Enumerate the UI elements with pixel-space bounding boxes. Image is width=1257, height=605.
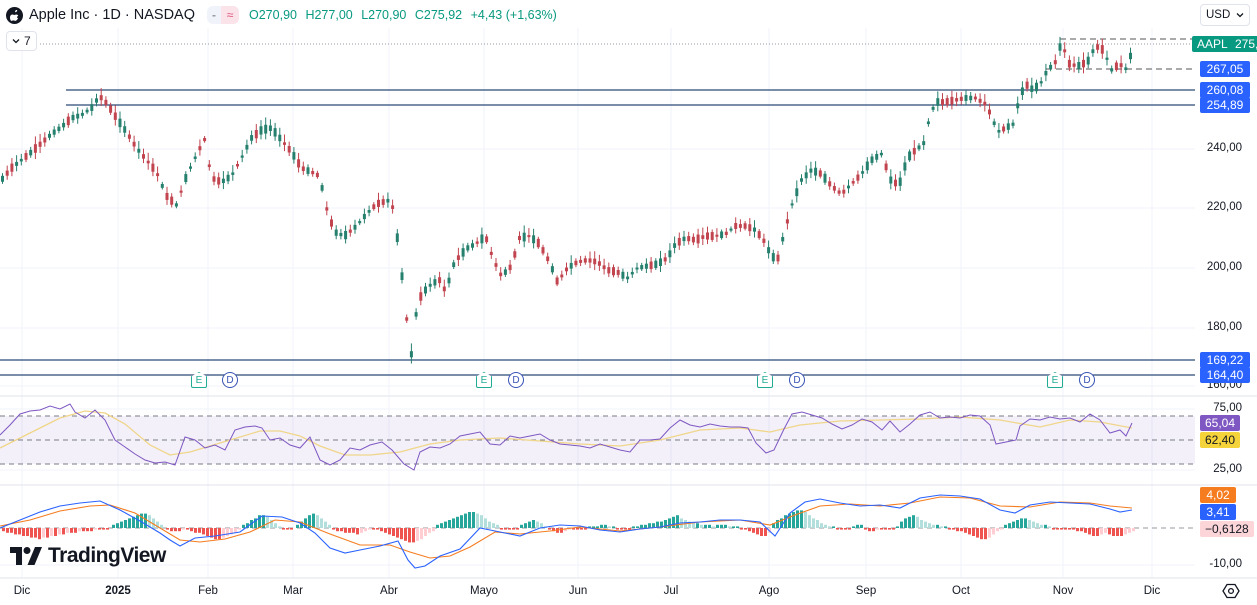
macd-tick-label: -10,00 xyxy=(1209,558,1242,570)
rsi-pane xyxy=(0,403,1195,471)
symbol-tag: AAPL xyxy=(1192,36,1233,52)
dividend-event-icon[interactable]: D xyxy=(508,372,524,388)
open-value: O270,90 xyxy=(249,8,297,22)
rsi-value-tag: 65,04 xyxy=(1200,415,1241,431)
time-tick-label: Dic xyxy=(13,585,31,597)
compare-indicator-button[interactable]: ≈ xyxy=(221,6,239,24)
time-tick-label: Dic xyxy=(1143,585,1161,597)
indicator-visibility-toggles[interactable]: - ≈ xyxy=(207,6,239,24)
candlestick-series xyxy=(1,36,1132,364)
earnings-event-icon[interactable]: E xyxy=(476,372,492,388)
price-tick-label: 180,00 xyxy=(1206,321,1242,333)
macd-line-tag: 3,41 xyxy=(1200,504,1236,520)
time-tick-label: Jul xyxy=(663,585,679,597)
ohlc-values: O270,90 H277,00 L270,90 C275,92 +4,43 (+… xyxy=(249,8,562,22)
low-value: L270,90 xyxy=(361,8,407,22)
macd-hist-tag: −0,6128 xyxy=(1200,521,1254,537)
level-254-tag: 254,89 xyxy=(1200,97,1250,113)
tradingview-watermark: TradingView xyxy=(10,544,166,568)
hide-indicator-button[interactable]: - xyxy=(212,8,216,22)
legend-header: Apple Inc · 1D · NASDAQ - ≈ O270,90 H277… xyxy=(6,5,562,25)
indicators-collapse-button[interactable]: 7 xyxy=(6,31,37,51)
earnings-event-icon[interactable]: E xyxy=(757,372,773,388)
dividend-event-icon[interactable]: D xyxy=(1079,372,1095,388)
time-tick-label: Mayo xyxy=(469,585,499,597)
level-169-tag: 169,22 xyxy=(1200,352,1250,368)
time-tick-label: Mar xyxy=(283,585,303,597)
symbol-title[interactable]: Apple Inc · 1D · NASDAQ xyxy=(29,7,195,23)
price-tick-label: 220,00 xyxy=(1206,201,1242,213)
chevron-down-icon xyxy=(1236,13,1244,18)
macd-pane xyxy=(0,494,1195,569)
dividend-event-icon[interactable]: D xyxy=(222,372,238,388)
rsi-tick-label: 75,00 xyxy=(1213,402,1242,414)
earnings-event-icon[interactable]: E xyxy=(1047,372,1063,388)
time-tick-label: Oct xyxy=(952,585,970,597)
earnings-event-icon[interactable]: E xyxy=(191,372,207,388)
grid-lines xyxy=(0,28,1257,579)
collapsed-indicator-count: 7 xyxy=(24,34,31,48)
time-tick-label: 2025 xyxy=(105,585,131,597)
tradingview-wordmark: TradingView xyxy=(48,544,166,567)
level-267-tag: 267,05 xyxy=(1200,61,1250,77)
time-tick-label: Ago xyxy=(758,585,780,597)
close-value: C275,92 xyxy=(414,8,463,22)
time-tick-label: Jun xyxy=(568,585,588,597)
time-tick-label: Abr xyxy=(380,585,398,597)
apple-logo-icon xyxy=(6,6,23,24)
currency-value: USD xyxy=(1206,9,1231,21)
time-tick-label: Sep xyxy=(855,585,877,597)
chart-settings-icon[interactable] xyxy=(1222,582,1240,600)
time-tick-label: Nov xyxy=(1052,585,1074,597)
tradingview-logo-icon xyxy=(10,547,42,565)
level-164-tag: 164,40 xyxy=(1200,367,1250,383)
horizontal-levels xyxy=(0,38,1195,376)
price-tick-label: 200,00 xyxy=(1206,261,1242,273)
time-tick-label: Feb xyxy=(198,585,218,597)
rsi-ma-tag: 62,40 xyxy=(1200,432,1241,448)
level-260-tag: 260,08 xyxy=(1200,82,1250,98)
macd-signal-tag: 4,02 xyxy=(1200,487,1236,503)
high-value: H277,00 xyxy=(305,8,353,22)
chevron-down-icon xyxy=(12,39,20,44)
last-price-tag: 275,92 xyxy=(1230,36,1257,52)
rsi-tick-label: 25,00 xyxy=(1213,463,1242,475)
currency-selector[interactable]: USD xyxy=(1200,4,1250,26)
change-value: +4,43 (+1,63%) xyxy=(470,8,557,22)
price-tick-label: 240,00 xyxy=(1206,142,1242,154)
dividend-event-icon[interactable]: D xyxy=(789,372,805,388)
